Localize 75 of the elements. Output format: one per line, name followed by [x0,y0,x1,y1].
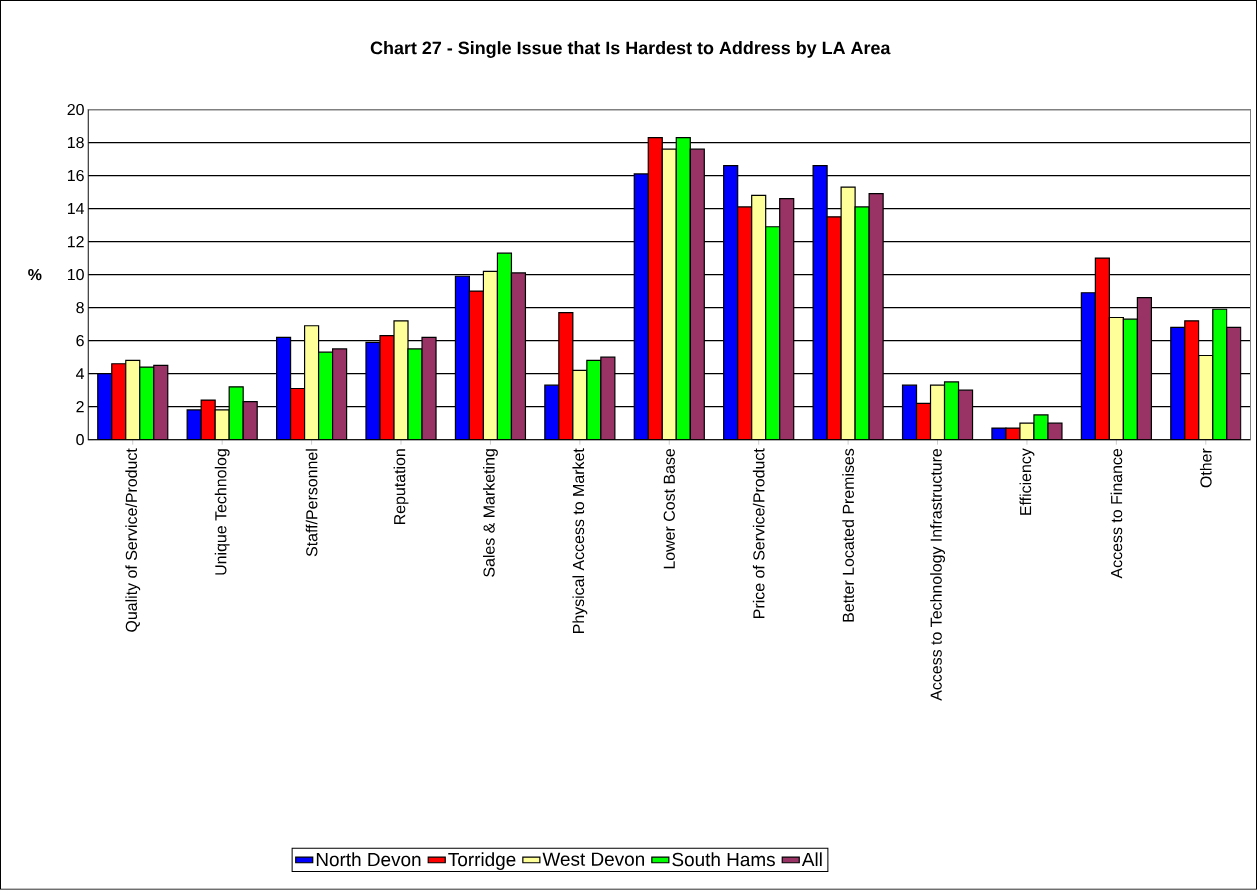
bar [1226,326,1242,440]
x-tick-label: Physical Access to Market [572,448,588,634]
bar [289,387,306,440]
bar [1170,326,1186,440]
bar [242,401,258,440]
bar [689,148,705,440]
x-tick-label: Access to Technology Infrastructure [930,449,945,701]
x-tick-label: Quality of Service/Product [125,448,141,632]
y-tick-label: 12 [68,236,84,248]
bar [779,198,795,440]
bar [1122,318,1138,440]
bar [901,384,918,440]
y-tick-label: 14 [68,203,85,215]
bar [647,137,663,440]
y-tick-label: 6 [76,335,84,347]
bar [153,364,169,440]
y-tick-label: 16 [68,170,84,182]
y-tick-label: 20 [67,103,84,116]
bar [482,270,499,440]
bar [737,206,753,440]
bar [332,348,348,440]
bar [125,359,141,440]
x-tick-label: Efficiency [1019,448,1035,515]
bar [1094,257,1110,440]
y-axis-title: % [28,269,42,281]
bar [1198,354,1214,440]
bar [468,290,485,440]
bar [111,363,127,440]
legend-label: North Devon [316,852,421,867]
bar [496,252,513,440]
bar [1212,308,1228,440]
bar [1184,320,1200,440]
bar [303,325,320,440]
bar [675,137,691,440]
x-tick-label: Price of Service/Product [752,448,765,619]
bar [454,275,471,440]
legend-label: South Hams [672,852,775,867]
bar [139,366,155,440]
x-tick-label: Lower Cost Base [663,449,675,569]
bar [275,336,292,440]
bar [97,373,113,440]
chart-title: Chart 27 - Single Issue that Is Hardest to Address by LA Area [370,41,891,58]
bar [228,386,244,440]
bar [544,384,560,440]
legend-label: Torridge [448,852,516,871]
y-tick-label: 2 [76,401,84,413]
bar [957,389,974,440]
bar [1136,297,1152,440]
bar [661,148,677,440]
y-tick-label: 8 [76,302,84,314]
legend-label: West Devon [542,852,644,866]
bar [765,226,781,440]
bar [558,312,574,440]
x-tick-label: Access to Finance [1110,449,1123,579]
bar [572,369,588,440]
y-tick-label: 10 [68,269,84,281]
legend-label: All [801,852,822,867]
y-tick-label: 18 [68,136,84,149]
bar [929,384,946,440]
bar [317,351,334,440]
x-tick-label: Other [1199,448,1212,488]
bar [1108,316,1124,440]
x-tick-label: Staff/Personnel [305,449,318,557]
x-tick-label: Unique Technolog [214,449,230,575]
x-tick-label: Better Located Premises [842,448,854,622]
bar [943,381,960,440]
x-tick-label: Sales & Marketing [483,449,498,577]
bar [633,173,649,440]
bar [723,165,739,440]
x-tick-label: Reputation [393,449,409,525]
bar [751,194,767,440]
y-tick-label: 4 [76,368,85,380]
bar [510,272,527,440]
y-tick-label: 0 [76,434,84,446]
bar [1080,292,1096,440]
